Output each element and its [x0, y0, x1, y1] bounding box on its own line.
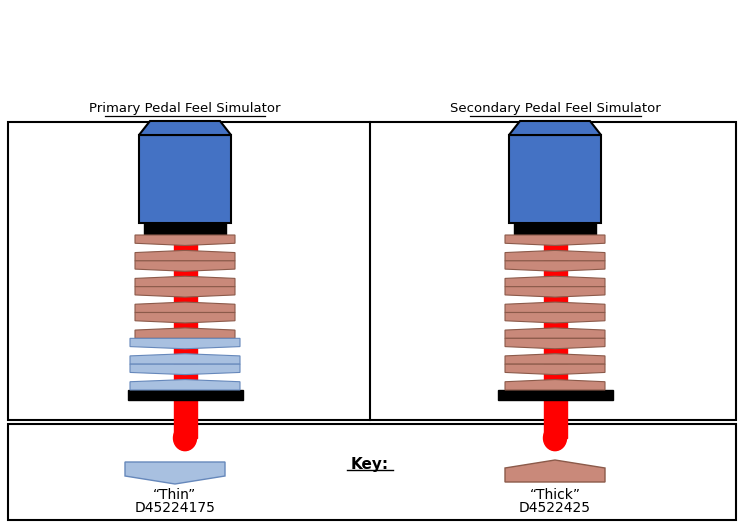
Polygon shape	[135, 276, 235, 287]
Polygon shape	[505, 354, 605, 364]
Bar	[139, 135, 231, 223]
Text: Secondary Pedal Feel Simulator: Secondary Pedal Feel Simulator	[449, 102, 661, 115]
Polygon shape	[505, 261, 605, 271]
Polygon shape	[130, 364, 240, 374]
Text: Primary Pedal Feel Simulator: Primary Pedal Feel Simulator	[89, 102, 280, 115]
Polygon shape	[130, 380, 240, 390]
Polygon shape	[509, 121, 601, 135]
Polygon shape	[505, 235, 605, 246]
Polygon shape	[139, 121, 231, 135]
Polygon shape	[125, 462, 225, 484]
Bar	[514, 223, 596, 235]
Bar	[8, 424, 736, 520]
Polygon shape	[130, 338, 240, 349]
Bar	[144, 223, 226, 235]
Polygon shape	[505, 302, 605, 313]
Bar	[8, 122, 736, 420]
Text: “Thick”: “Thick”	[530, 488, 580, 502]
Polygon shape	[505, 276, 605, 287]
Polygon shape	[505, 380, 605, 390]
Polygon shape	[135, 235, 235, 246]
Text: “Thin”: “Thin”	[153, 488, 196, 502]
Bar	[544, 215, 566, 438]
Bar	[509, 135, 601, 223]
Bar	[498, 390, 612, 400]
Bar	[173, 215, 196, 438]
Polygon shape	[130, 354, 240, 364]
Polygon shape	[505, 328, 605, 338]
Polygon shape	[135, 287, 235, 297]
Polygon shape	[505, 287, 605, 297]
Polygon shape	[505, 364, 605, 374]
Polygon shape	[505, 313, 605, 323]
Polygon shape	[135, 313, 235, 323]
Text: D45224175: D45224175	[135, 501, 216, 515]
Bar	[127, 390, 243, 400]
Ellipse shape	[173, 426, 196, 451]
Polygon shape	[505, 338, 605, 349]
Polygon shape	[135, 302, 235, 313]
Ellipse shape	[544, 426, 566, 451]
Text: Key:: Key:	[351, 457, 389, 472]
Text: D4522425: D4522425	[519, 501, 591, 515]
Polygon shape	[135, 261, 235, 271]
Polygon shape	[135, 250, 235, 261]
Polygon shape	[505, 250, 605, 261]
Polygon shape	[135, 328, 235, 338]
Polygon shape	[505, 460, 605, 482]
